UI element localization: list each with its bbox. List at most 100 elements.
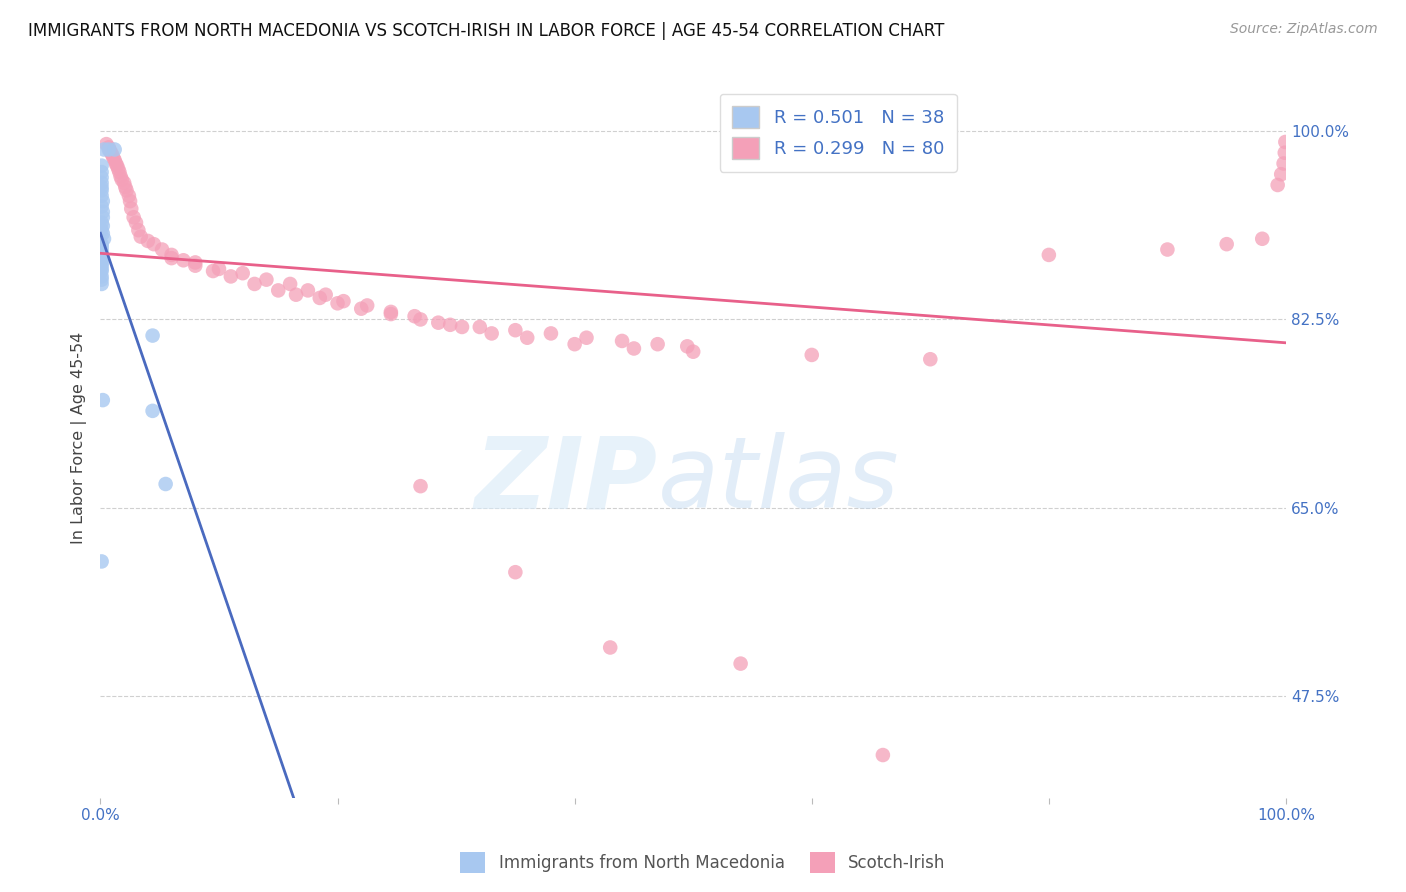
Point — [111, 172, 134, 186]
Point — [481, 326, 503, 341]
Point — [800, 348, 823, 362]
Point — [516, 331, 538, 345]
Point — [105, 159, 128, 173]
Point — [125, 216, 148, 230]
Point — [409, 312, 432, 326]
Point — [90, 554, 112, 568]
Point — [90, 243, 112, 257]
Point — [90, 180, 112, 194]
Point — [101, 148, 124, 162]
Point — [356, 298, 378, 312]
Point — [142, 328, 165, 343]
Point — [122, 211, 145, 225]
Point — [505, 323, 527, 337]
Point — [155, 477, 177, 491]
Point — [1274, 135, 1296, 149]
Point — [129, 229, 152, 244]
Point — [610, 334, 633, 348]
Point — [1215, 237, 1237, 252]
Point — [90, 264, 112, 278]
Point — [184, 259, 207, 273]
Point — [1274, 145, 1296, 160]
Point — [278, 277, 301, 291]
Text: atlas: atlas — [658, 433, 900, 530]
Point — [97, 143, 120, 157]
Point — [108, 165, 131, 179]
Point — [599, 640, 621, 655]
Point — [1038, 248, 1060, 262]
Point — [96, 137, 118, 152]
Point — [208, 261, 231, 276]
Point — [91, 219, 114, 233]
Point — [505, 565, 527, 579]
Point — [202, 264, 225, 278]
Y-axis label: In Labor Force | Age 45-54: In Labor Force | Age 45-54 — [72, 332, 87, 544]
Point — [136, 234, 159, 248]
Point — [93, 232, 115, 246]
Point — [90, 170, 112, 185]
Point — [1267, 178, 1289, 192]
Point — [90, 165, 112, 179]
Point — [107, 161, 129, 176]
Point — [730, 657, 752, 671]
Point — [326, 296, 349, 310]
Point — [90, 176, 112, 190]
Point — [104, 153, 127, 168]
Point — [160, 251, 183, 265]
Point — [872, 747, 894, 762]
Point — [90, 159, 112, 173]
Point — [308, 291, 330, 305]
Point — [90, 261, 112, 276]
Point — [114, 180, 136, 194]
Point — [564, 337, 586, 351]
Point — [404, 309, 426, 323]
Point — [90, 251, 112, 265]
Point — [232, 266, 254, 280]
Point — [297, 284, 319, 298]
Point — [1270, 167, 1292, 181]
Point — [93, 143, 115, 157]
Point — [91, 205, 114, 219]
Point — [98, 144, 121, 158]
Point — [90, 269, 112, 284]
Point — [127, 223, 149, 237]
Point — [575, 331, 598, 345]
Point — [409, 479, 432, 493]
Point — [120, 194, 142, 208]
Point — [90, 188, 112, 202]
Point — [172, 253, 194, 268]
Point — [91, 211, 114, 225]
Legend: Immigrants from North Macedonia, Scotch-Irish: Immigrants from North Macedonia, Scotch-… — [454, 846, 952, 880]
Point — [90, 245, 112, 260]
Text: Source: ZipAtlas.com: Source: ZipAtlas.com — [1230, 22, 1378, 37]
Point — [285, 287, 308, 301]
Point — [120, 202, 142, 216]
Point — [91, 393, 114, 408]
Point — [380, 305, 402, 319]
Point — [110, 169, 132, 184]
Point — [150, 243, 173, 257]
Point — [540, 326, 562, 341]
Point — [90, 259, 112, 273]
Point — [97, 140, 120, 154]
Point — [90, 223, 112, 237]
Point — [90, 200, 112, 214]
Point — [142, 404, 165, 418]
Point — [380, 307, 402, 321]
Point — [103, 151, 125, 165]
Point — [100, 145, 122, 160]
Point — [90, 239, 112, 253]
Point — [118, 188, 141, 202]
Point — [90, 237, 112, 252]
Point — [160, 248, 183, 262]
Point — [90, 253, 112, 268]
Point — [184, 255, 207, 269]
Point — [920, 352, 942, 367]
Point — [267, 284, 290, 298]
Point — [115, 183, 138, 197]
Point — [682, 344, 704, 359]
Point — [90, 248, 112, 262]
Point — [90, 273, 112, 287]
Point — [451, 320, 474, 334]
Point — [1156, 243, 1178, 257]
